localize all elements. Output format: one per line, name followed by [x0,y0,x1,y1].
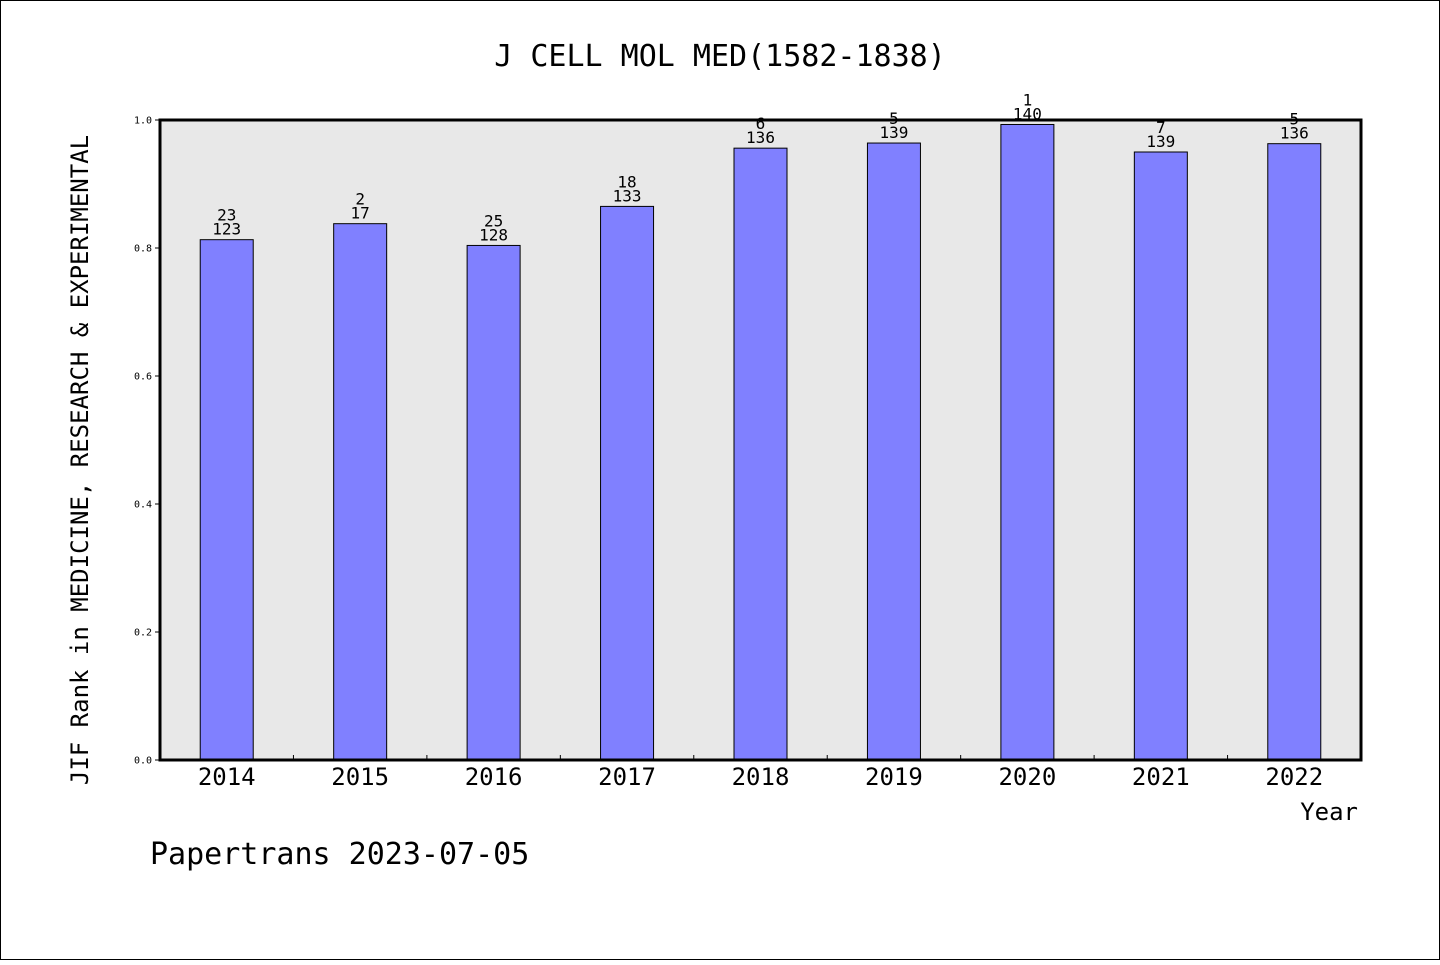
y-tick-label-0.4: 0.4 [134,500,152,511]
bar-label-total-2018: 136 [746,128,775,147]
x-tick-label-2018: 2018 [732,763,790,791]
bar-label-total-2015: 17 [351,204,370,223]
bar-2017 [600,205,655,761]
plot-frame [158,118,1363,762]
bar-2018 [733,147,788,761]
x-tick-label-2022: 2022 [1265,763,1323,791]
y-tick-label-0.8: 0.8 [134,244,152,255]
bar-label-rank-2020: 1 [1023,90,1033,109]
x-tick-label-2015: 2015 [331,763,389,791]
y-axis-label: JIF Rank in MEDICINE, RESEARCH & EXPERIM… [66,135,94,785]
bar-label-total-2021: 139 [1146,132,1175,151]
bar-2014 [199,239,254,761]
y-tick-label-0.0: 0.0 [134,756,152,767]
bar-label-total-2017: 133 [613,186,642,205]
x-axis-label: Year [1300,798,1358,826]
bar-label-total-2014: 123 [212,220,241,239]
bar-2015 [333,223,388,761]
bar-2016 [466,244,521,761]
y-tick-label-0.2: 0.2 [134,628,152,639]
y-tick-label-1.0: 1.0 [134,116,152,127]
x-tick-label-2017: 2017 [598,763,656,791]
bars-layer [199,123,1322,761]
x-tick-label-2020: 2020 [998,763,1056,791]
bar-2020 [1000,123,1055,761]
bar-2019 [866,142,921,761]
bar-label-rank-2018: 6 [756,114,766,133]
bar-label-rank-2021: 7 [1156,118,1166,137]
bar-2022 [1267,143,1322,761]
bar-label-total-2022: 136 [1280,124,1309,143]
y-tick-label-0.6: 0.6 [134,372,152,383]
chart-title: J CELL MOL MED(1582-1838) [494,39,946,74]
bar-label-total-2016: 128 [479,225,508,244]
x-tick-label-2016: 2016 [465,763,523,791]
bar-label-rank-2017: 18 [617,172,636,191]
x-axis: 2014 2015 2016 2017 2018 2019 2020 2021 2022 [198,755,1323,791]
bar-label-rank-2015: 2 [355,190,365,209]
bar-label-rank-2014: 23 [217,206,236,225]
x-tick-label-2019: 2019 [865,763,923,791]
footer-text: Papertrans 2023-07-05 [150,837,529,872]
x-tick-label-2014: 2014 [198,763,256,791]
bar-2021 [1133,151,1188,761]
bar-label-total-2019: 139 [879,123,908,142]
x-tick-label-2021: 2021 [1132,763,1190,791]
bar-label-rank-2016: 25 [484,211,503,230]
